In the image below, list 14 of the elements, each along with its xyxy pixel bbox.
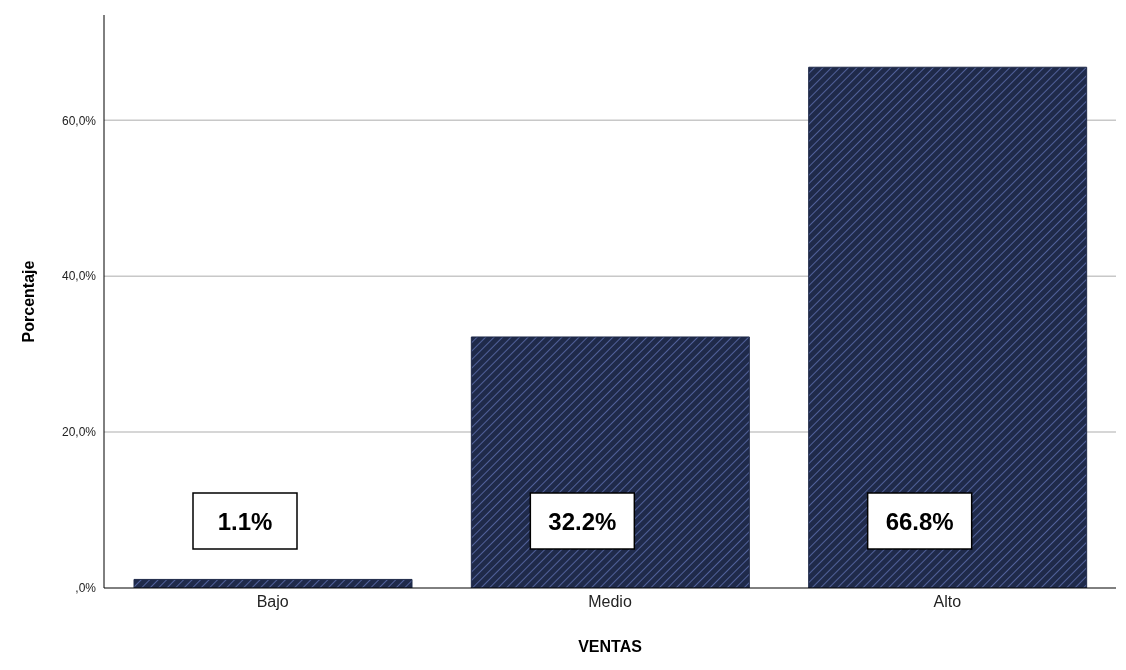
x-axis-title: VENTAS: [578, 638, 643, 655]
data-label: 1.1%: [217, 507, 273, 535]
y-tick-label: ,0%: [75, 581, 97, 596]
data-label: 66.8%: [885, 507, 954, 535]
data-label: 32.2%: [548, 507, 617, 535]
x-tick-label: Alto: [933, 593, 962, 611]
y-tick-label: 40,0%: [61, 269, 97, 284]
y-tick-label: 20,0%: [61, 425, 97, 440]
y-axis-title: Porcentaje: [19, 260, 37, 343]
x-tick-label: Medio: [588, 593, 632, 611]
y-tick-label: 60,0%: [61, 113, 97, 128]
x-tick-label: Bajo: [256, 593, 289, 611]
bar: [808, 66, 1088, 588]
bar: [470, 336, 750, 588]
